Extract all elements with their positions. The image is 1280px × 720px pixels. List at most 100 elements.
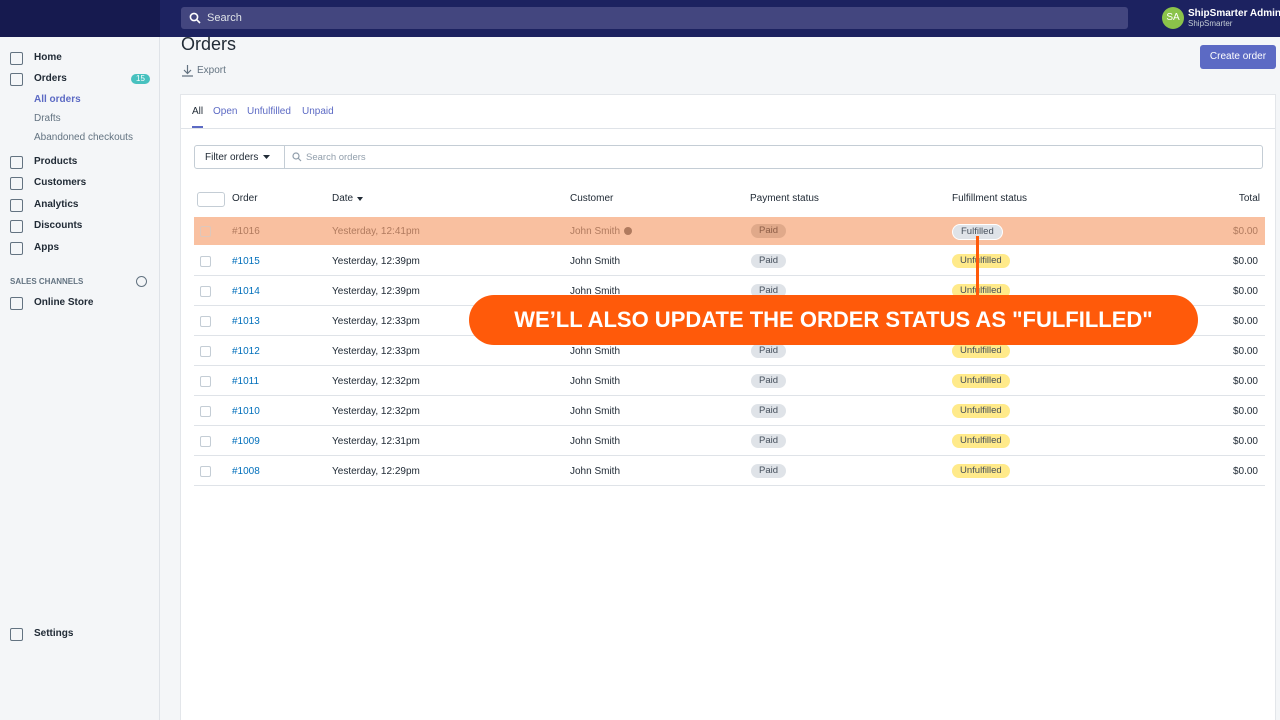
row-checkbox[interactable] bbox=[200, 466, 211, 477]
order-number[interactable]: #1010 bbox=[232, 406, 260, 417]
fulfillment-status: Unfulfilled bbox=[952, 254, 1010, 268]
order-total: $0.00 bbox=[1232, 256, 1258, 267]
order-row[interactable] bbox=[194, 367, 1265, 396]
row-checkbox[interactable] bbox=[200, 226, 211, 237]
fulfillment-status: Unfulfilled bbox=[952, 374, 1010, 388]
create-order-button[interactable]: Create order bbox=[1200, 45, 1276, 69]
search-box[interactable]: Search bbox=[181, 7, 1128, 29]
filter-button[interactable]: Filter orders bbox=[205, 152, 259, 163]
nav-item[interactable]: Products bbox=[34, 156, 78, 167]
order-number[interactable]: #1015 bbox=[232, 256, 260, 267]
orders-badge: 15 bbox=[131, 74, 150, 84]
column-header[interactable]: Total bbox=[1238, 193, 1260, 204]
nav-icon bbox=[10, 198, 23, 212]
order-row[interactable] bbox=[194, 247, 1265, 276]
order-number[interactable]: #1016 bbox=[232, 226, 260, 237]
customer: John Smith bbox=[570, 346, 621, 357]
column-header[interactable]: Date bbox=[332, 193, 354, 204]
sub-nav-item[interactable]: All orders bbox=[34, 94, 81, 105]
select-all-checkbox[interactable] bbox=[197, 192, 225, 207]
tab[interactable]: Unfulfilled bbox=[247, 106, 291, 117]
order-date: Yesterday, 12:39pm bbox=[332, 256, 420, 267]
row-checkbox[interactable] bbox=[200, 346, 211, 357]
order-row[interactable] bbox=[194, 427, 1265, 456]
order-total: $0.00 bbox=[1232, 316, 1258, 327]
sort-caret bbox=[357, 197, 363, 201]
row-checkbox[interactable] bbox=[200, 376, 211, 387]
order-date: Yesterday, 12:33pm bbox=[332, 346, 420, 357]
order-number[interactable]: #1009 bbox=[232, 436, 260, 447]
order-date: Yesterday, 12:39pm bbox=[332, 286, 420, 297]
order-number[interactable]: #1008 bbox=[232, 466, 260, 477]
export-link[interactable]: Export bbox=[197, 65, 226, 76]
order-row[interactable] bbox=[194, 397, 1265, 426]
payment-status: Paid bbox=[751, 284, 787, 298]
row-checkbox[interactable] bbox=[200, 316, 211, 327]
customer: John Smith bbox=[570, 466, 621, 477]
fulfillment-status: Unfulfilled bbox=[952, 344, 1010, 358]
search-orders-input[interactable]: Search orders bbox=[306, 152, 366, 163]
nav-item[interactable]: Apps bbox=[34, 241, 59, 253]
nav-item[interactable]: Home bbox=[34, 52, 62, 63]
nav-item[interactable]: Customers bbox=[34, 177, 87, 189]
sub-nav-item[interactable]: Drafts bbox=[34, 113, 61, 124]
row-checkbox[interactable] bbox=[200, 286, 211, 297]
nav-icon bbox=[10, 177, 23, 191]
order-row[interactable] bbox=[194, 337, 1265, 366]
payment-status: Paid bbox=[751, 374, 787, 388]
order-total: $0.00 bbox=[1232, 376, 1258, 387]
column-header[interactable]: Payment status bbox=[750, 193, 819, 204]
tabs-divider bbox=[181, 128, 1275, 129]
caret bbox=[263, 155, 270, 159]
sub-nav-item[interactable]: Abandoned checkouts bbox=[34, 132, 133, 143]
payment-status: Paid bbox=[751, 434, 787, 448]
tab[interactable]: All bbox=[192, 106, 204, 117]
row-checkbox[interactable] bbox=[200, 256, 211, 267]
order-number[interactable]: #1012 bbox=[232, 346, 260, 357]
nav-item[interactable]: Discounts bbox=[34, 220, 83, 232]
column-header[interactable]: Fulfillment status bbox=[952, 193, 1028, 204]
row-checkbox[interactable] bbox=[200, 436, 211, 447]
order-total: $0.00 bbox=[1232, 466, 1258, 477]
nav-item[interactable]: Online Store bbox=[34, 297, 94, 308]
nav-item[interactable]: Analytics bbox=[34, 198, 79, 210]
store-name: ShipSmarter bbox=[1188, 19, 1233, 28]
customer: John Smith bbox=[570, 406, 621, 417]
order-row[interactable] bbox=[194, 217, 1265, 245]
nav-item[interactable]: Orders bbox=[34, 73, 67, 84]
customer: John Smith bbox=[570, 226, 621, 237]
callout-pointer bbox=[976, 236, 979, 296]
row-checkbox[interactable] bbox=[200, 406, 211, 417]
order-date: Yesterday, 12:32pm bbox=[332, 376, 420, 387]
order-number[interactable]: #1014 bbox=[232, 286, 260, 297]
tab[interactable]: Unpaid bbox=[302, 106, 334, 117]
order-date: Yesterday, 12:29pm bbox=[332, 466, 420, 477]
fulfillment-status: Unfulfilled bbox=[952, 464, 1010, 478]
callout: WE’LL ALSO UPDATE THE ORDER STATUS AS "F… bbox=[469, 295, 1198, 345]
nav-icon bbox=[10, 628, 23, 641]
payment-status: Paid bbox=[751, 224, 787, 238]
search-icon bbox=[292, 152, 302, 162]
column-header[interactable]: Customer bbox=[570, 193, 614, 204]
nav-icon bbox=[10, 220, 23, 234]
filter-bar: Filter orders Search orders bbox=[194, 145, 1263, 169]
add-channel[interactable] bbox=[136, 276, 147, 287]
order-date: Yesterday, 12:41pm bbox=[332, 226, 420, 237]
avatar[interactable]: SA bbox=[1162, 7, 1184, 29]
order-total: $0.00 bbox=[1232, 436, 1258, 447]
order-total: $0.00 bbox=[1232, 286, 1258, 297]
order-number[interactable]: #1011 bbox=[232, 376, 260, 387]
page-title: Orders bbox=[181, 34, 237, 54]
nav-item[interactable]: Settings bbox=[34, 628, 74, 639]
customer: John Smith bbox=[570, 256, 621, 267]
column-header[interactable]: Order bbox=[232, 193, 258, 204]
nav-icon bbox=[10, 73, 23, 86]
customer: John Smith bbox=[570, 436, 621, 447]
section-heading: SALES CHANNELS bbox=[10, 277, 84, 286]
order-number[interactable]: #1013 bbox=[232, 316, 260, 327]
nav-icon bbox=[10, 241, 23, 255]
order-row[interactable] bbox=[194, 457, 1265, 486]
tab[interactable]: Open bbox=[213, 106, 238, 117]
nav-icon bbox=[10, 297, 23, 310]
